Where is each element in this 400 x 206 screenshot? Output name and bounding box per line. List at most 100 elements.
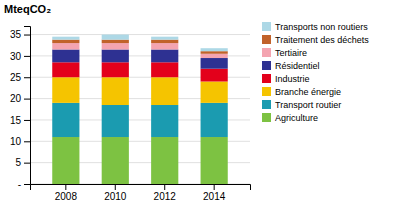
y-tick-label: 10 — [10, 136, 22, 147]
bar — [52, 40, 79, 43]
y-tick-mark — [24, 141, 30, 142]
legend-item: Agriculture — [262, 113, 318, 123]
y-tick-mark — [24, 184, 30, 185]
x-tick-label: 2014 — [203, 191, 226, 202]
legend-item: Branche énergie — [262, 87, 341, 97]
grid — [30, 35, 250, 184]
legend-item: Transport routier — [262, 100, 341, 110]
bar — [102, 62, 129, 77]
legend-swatch — [262, 113, 271, 122]
y-tick: 15 — [10, 115, 30, 126]
legend-swatch — [262, 35, 271, 44]
x-tick-label: 2008 — [55, 191, 78, 202]
bar-series — [52, 103, 228, 137]
plot: - 5 10 15 20 25 30 35 2008 2010 2012 2014 — [10, 27, 251, 203]
x-tick: 2010 — [104, 184, 127, 202]
y-axis: - 5 10 15 20 25 30 35 — [10, 27, 31, 190]
bar — [201, 58, 228, 69]
y-axis-line — [24, 27, 31, 185]
y-tick-label: 25 — [10, 72, 22, 83]
bar — [102, 40, 129, 43]
bar — [102, 43, 129, 49]
bar — [52, 37, 79, 40]
bar — [151, 37, 178, 40]
y-tick-mark — [24, 77, 30, 78]
y-axis-title: MteqCO₂ — [4, 3, 51, 15]
x-tick-mark — [164, 184, 165, 190]
bar-series — [52, 35, 228, 52]
bar — [102, 137, 129, 184]
bar — [52, 103, 79, 137]
x-axis: 2008 2010 2012 2014 — [31, 184, 251, 202]
chart: - 5 10 15 20 25 30 35 2008 2010 2012 2014 MteqCO₂ Tra… — [0, 0, 400, 206]
bar — [102, 105, 129, 137]
x-tick: 2014 — [203, 184, 226, 202]
legend-label: Agriculture — [275, 113, 318, 123]
x-tick: 2008 — [55, 184, 78, 202]
bar — [102, 77, 129, 105]
x-axis-line — [31, 185, 251, 191]
y-tick-label: 20 — [10, 93, 22, 104]
legend-swatch — [262, 48, 271, 57]
legend-swatch — [262, 74, 271, 83]
y-tick: 20 — [10, 93, 30, 104]
bar — [52, 43, 79, 49]
legend-item: Tertiaire — [262, 48, 307, 58]
legend-item: Résidentiel — [262, 61, 320, 71]
bar — [201, 48, 228, 51]
y-tick-label: 5 — [15, 157, 21, 168]
bar — [201, 54, 228, 58]
legend: Transports non routiers Traitement des dé… — [262, 22, 369, 123]
x-tick-label: 2010 — [104, 191, 127, 202]
x-tick-label: 2012 — [154, 191, 177, 202]
legend-label: Industrie — [275, 74, 310, 84]
bar — [201, 103, 228, 137]
y-tick-label: 15 — [10, 115, 22, 126]
y-tick: 5 — [15, 157, 30, 168]
bar — [52, 62, 79, 77]
legend-item: Traitement des déchets — [262, 35, 369, 45]
legend-item: Transports non routiers — [262, 22, 368, 32]
legend-label: Transport routier — [275, 100, 341, 110]
y-tick-label: - — [18, 179, 21, 190]
bar — [151, 40, 178, 43]
legend-label: Résidentiel — [275, 61, 320, 71]
legend-label: Transports non routiers — [275, 22, 368, 32]
x-tick-mark — [115, 184, 116, 190]
bar-series — [52, 137, 228, 184]
bar — [151, 137, 178, 184]
y-tick-mark — [24, 56, 30, 57]
bar — [52, 137, 79, 184]
y-tick-mark — [24, 35, 30, 36]
legend-swatch — [262, 61, 271, 70]
bar — [102, 35, 129, 40]
legend-swatch — [262, 100, 271, 109]
bar-series — [52, 43, 228, 58]
legend-label: Tertiaire — [275, 48, 307, 58]
bar — [151, 105, 178, 137]
y-tick: 30 — [10, 51, 30, 62]
x-tick: 2012 — [154, 184, 177, 202]
x-tick-mark — [214, 184, 215, 190]
legend-label: Traitement des déchets — [275, 35, 369, 45]
bar — [151, 77, 178, 105]
bar — [151, 49, 178, 62]
legend-swatch — [262, 22, 271, 31]
y-tick-label: 30 — [10, 51, 22, 62]
x-tick-mark — [65, 184, 66, 190]
y-tick: 25 — [10, 72, 30, 83]
grid-line — [30, 34, 250, 35]
bar — [52, 77, 79, 103]
y-tick-label: 35 — [10, 29, 22, 40]
bar — [201, 137, 228, 184]
bar — [151, 62, 178, 77]
legend-label: Branche énergie — [275, 87, 341, 97]
bar — [151, 43, 178, 49]
y-tick: 10 — [10, 136, 30, 147]
bar — [201, 51, 228, 54]
y-tick-mark — [24, 99, 30, 100]
legend-item: Industrie — [262, 74, 310, 84]
bar-series — [52, 40, 228, 54]
y-tick-mark — [24, 120, 30, 121]
legend-swatch — [262, 87, 271, 96]
